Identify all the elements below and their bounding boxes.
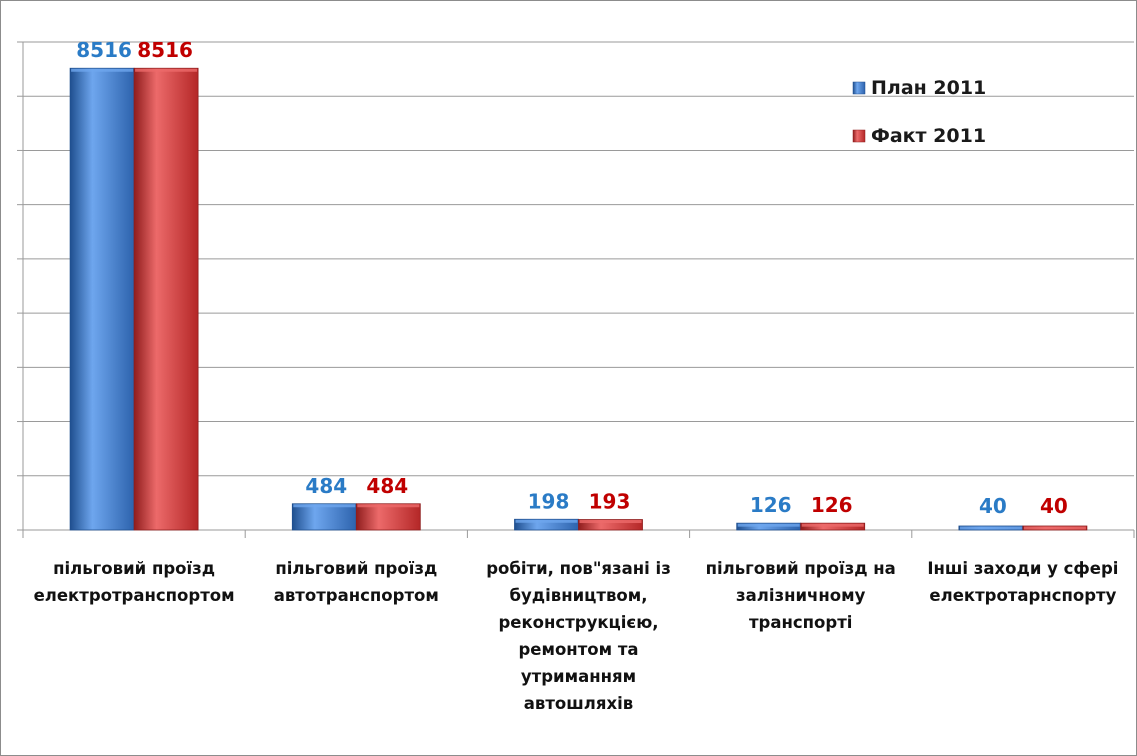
- gridlines: [17, 41, 1135, 538]
- bar-fact-highlight: [135, 68, 198, 72]
- category-label-line: автотранспортом: [273, 586, 439, 605]
- bar-plan-highlight: [71, 68, 134, 72]
- bar-plan-highlight: [515, 519, 578, 523]
- legend-swatch-fact: [852, 129, 866, 143]
- bar-plan-highlight: [959, 526, 1022, 530]
- category-label-line: транспорті: [748, 613, 853, 632]
- data-label-fact: 126: [811, 493, 853, 517]
- category-label-line: будівництвом,: [509, 586, 648, 605]
- bar-fact: [133, 67, 199, 531]
- bar-fact-highlight: [579, 520, 642, 524]
- legend-label-plan: План 2011: [871, 77, 986, 99]
- category-label-line: пільговий проїзд на: [705, 559, 896, 578]
- category-label-line: робіти, пов"язані із: [486, 559, 671, 578]
- category-label-line: утриманням: [520, 667, 637, 686]
- bar-fact: [355, 503, 421, 531]
- bar-fact-highlight: [1023, 526, 1086, 530]
- data-label-fact: 8516: [137, 38, 193, 62]
- legend-swatch-plan: [852, 81, 866, 95]
- category-label-line: залізничному: [736, 586, 866, 605]
- data-label-plan: 126: [750, 493, 792, 517]
- data-label-plan: 198: [528, 489, 570, 513]
- category-label-line: автошляхів: [523, 694, 634, 713]
- category-label-line: пільговий проїзд: [275, 559, 438, 578]
- data-label-plan: 40: [979, 494, 1007, 518]
- category-label-line: електротранспортом: [33, 586, 235, 605]
- category-label-line: реконструкцією,: [498, 613, 659, 632]
- bar-fact: [578, 519, 643, 531]
- bar-fact-highlight: [801, 523, 864, 527]
- legend: План 2011 Факт 2011: [852, 77, 986, 147]
- category-label-line: ремонтом та: [518, 640, 639, 659]
- data-label-fact: 193: [589, 490, 631, 514]
- category-label-line: електротарнспорту: [929, 586, 1117, 605]
- data-label-plan: 8516: [76, 38, 132, 62]
- bar-plan-highlight: [293, 504, 356, 508]
- bars: [69, 67, 1088, 531]
- category-label-line: пільговий проїзд: [53, 559, 216, 578]
- data-label-plan: 484: [305, 474, 347, 498]
- category-label: пільговий проїзд автотранспортом: [247, 555, 465, 609]
- bar-plan-highlight: [737, 523, 800, 527]
- category-label: робіти, пов"язані із будівництвом, реконст…: [470, 555, 688, 717]
- category-label: пільговий проїзд на залізничному транспорт…: [692, 555, 910, 636]
- legend-label-fact: Факт 2011: [871, 125, 986, 147]
- data-labels: 8516 8516 484 484 198 193 126 126 40 40: [76, 38, 1068, 518]
- data-label-fact: 484: [366, 474, 408, 498]
- category-label: пільговий проїзд електротранспортом: [25, 555, 243, 609]
- data-label-fact: 40: [1040, 494, 1068, 518]
- category-label: Інші заходи у сфері електротарнспорту: [914, 555, 1132, 609]
- bar-plan: [69, 67, 135, 531]
- category-label-line: Інші заходи у сфері: [927, 559, 1119, 578]
- bar-fact-highlight: [357, 504, 420, 508]
- bar-plan: [291, 503, 357, 531]
